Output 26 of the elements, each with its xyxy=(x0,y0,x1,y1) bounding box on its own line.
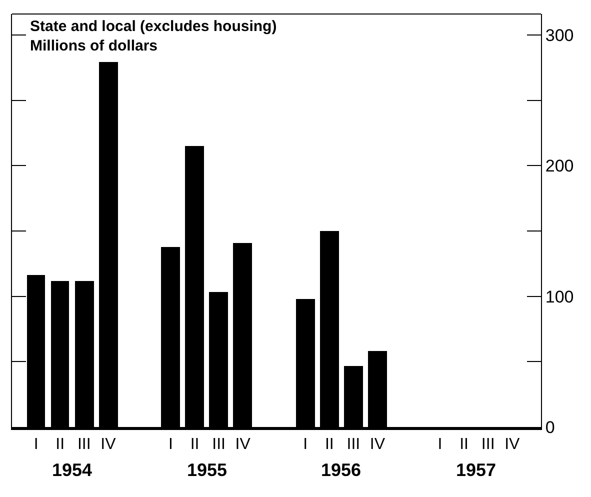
y-tick-label: 0 xyxy=(545,418,555,437)
x-tick-label: IV xyxy=(235,436,251,454)
x-tick-label: IV xyxy=(504,436,520,454)
x-tick-label: II xyxy=(460,436,468,454)
text: 1954 xyxy=(52,460,92,480)
x-tick-label: II xyxy=(190,436,200,454)
x-tick-label: III xyxy=(77,436,91,454)
x-tick-label: I xyxy=(168,436,173,454)
x-tick-label: III xyxy=(481,436,495,454)
text: 1957 xyxy=(456,460,496,480)
y-axis-title: Millions of dollars xyxy=(30,38,158,54)
y-tick-label: 300 xyxy=(545,26,574,45)
x-tick-label: II xyxy=(56,436,65,454)
x-tick-label: III xyxy=(346,436,360,454)
x-tick-label: II xyxy=(324,436,334,454)
y-tick-label: 200 xyxy=(545,156,574,176)
x-tick-label: III xyxy=(212,436,226,454)
x-tick-label: I xyxy=(438,436,442,454)
y-tick-label: 100 xyxy=(545,287,574,306)
x-tick-label: I xyxy=(34,436,38,454)
chart-title: State and local (excludes housing) xyxy=(30,18,277,35)
x-tick-label: I xyxy=(303,436,308,454)
x-tick-label: IV xyxy=(370,436,386,454)
x-tick-label: IV xyxy=(100,436,116,454)
text: 1956 xyxy=(321,460,362,480)
text: 1955 xyxy=(187,460,228,480)
